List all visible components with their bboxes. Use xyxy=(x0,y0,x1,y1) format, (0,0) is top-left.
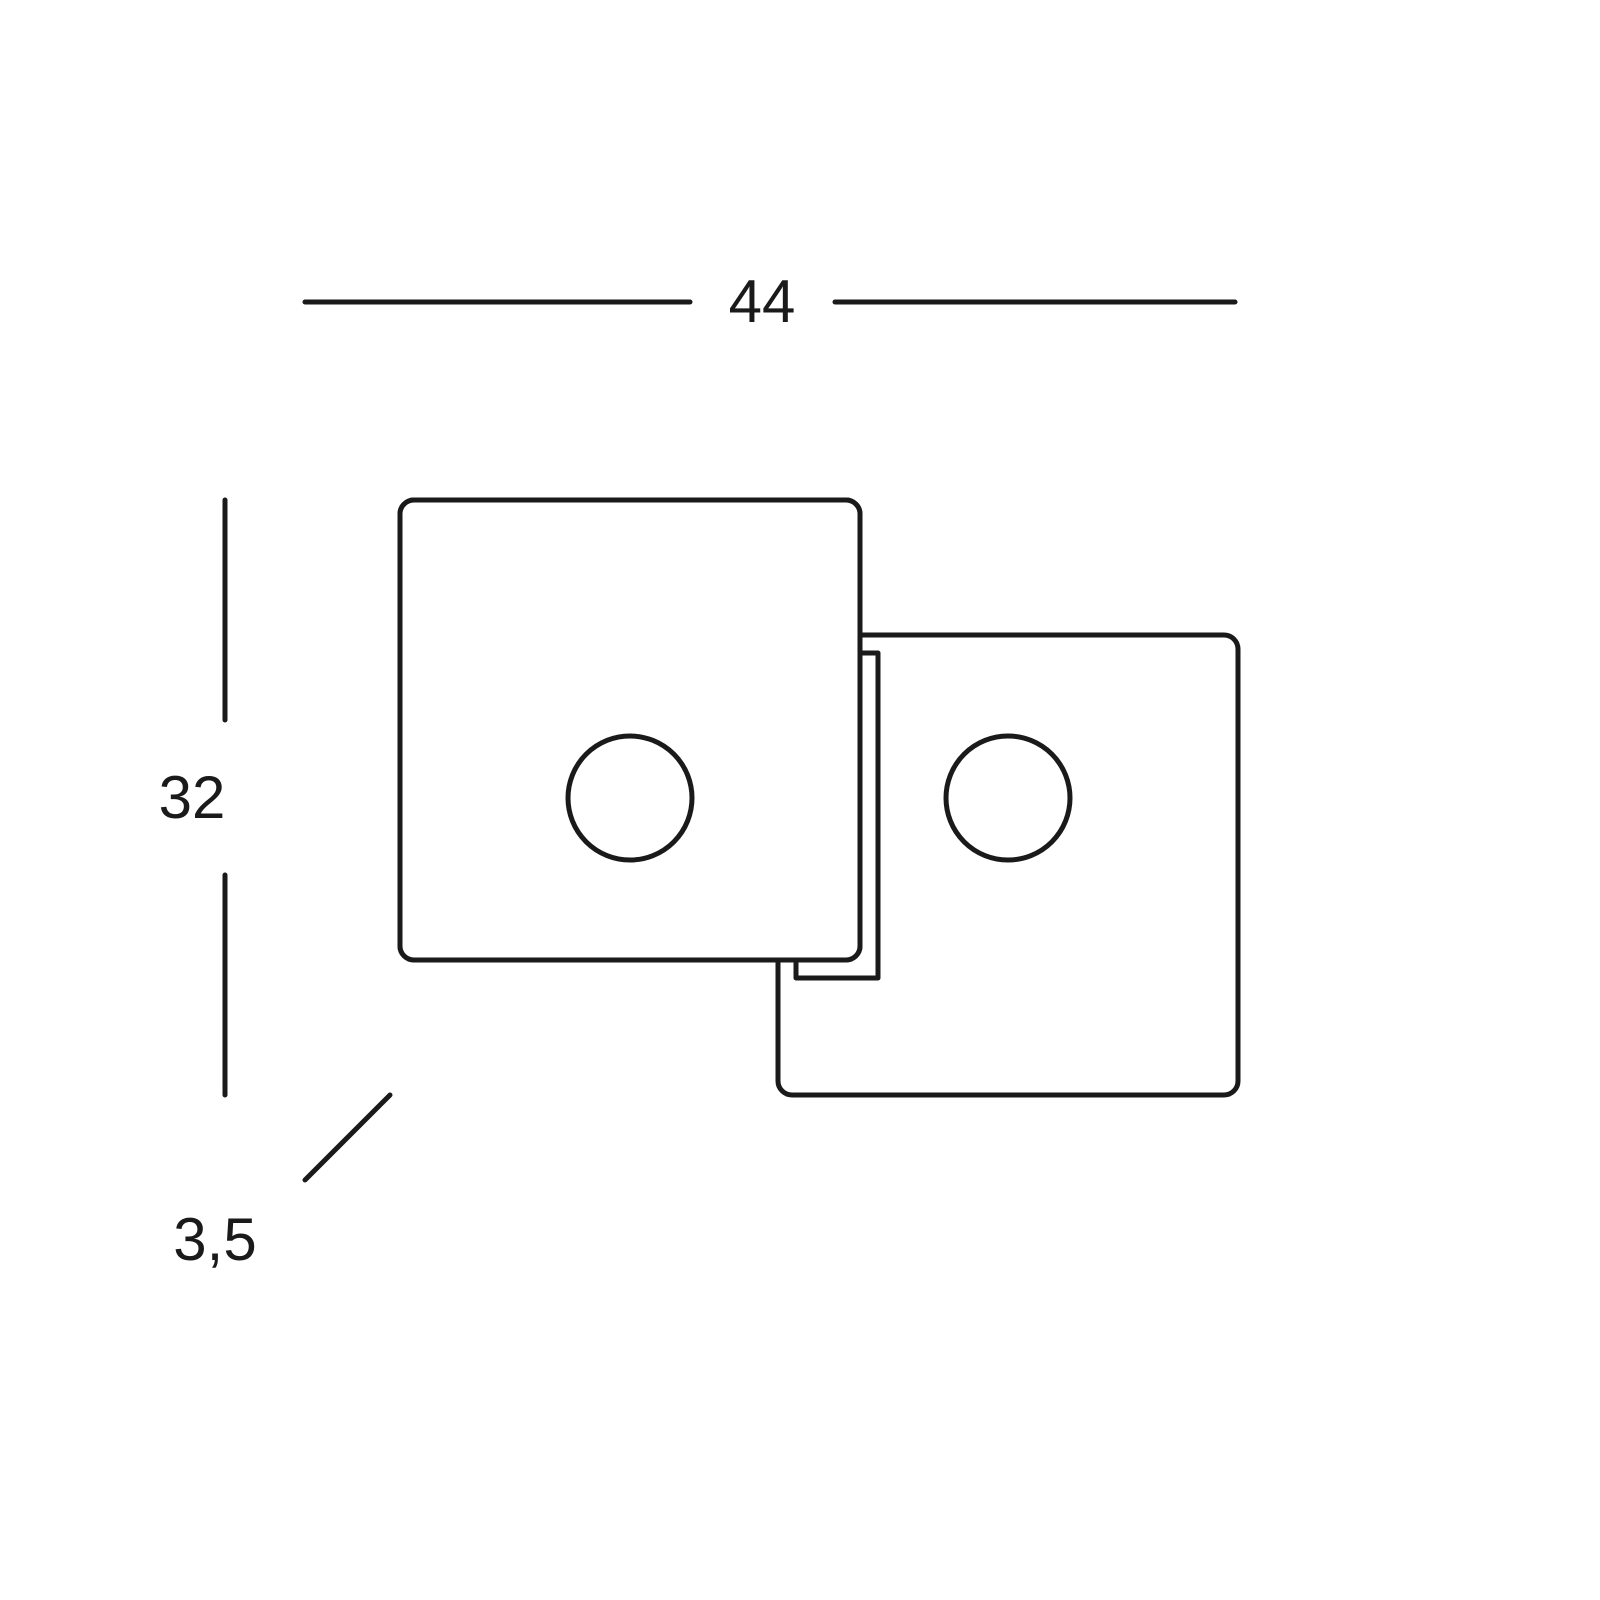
dim-height-label: 32 xyxy=(159,764,226,831)
dim-depth-line xyxy=(305,1095,390,1180)
hole-right xyxy=(946,736,1070,860)
dim-width-label: 44 xyxy=(729,268,796,335)
dim-depth-label: 3,5 xyxy=(173,1206,256,1273)
technical-drawing: 44 32 3,5 xyxy=(0,0,1600,1600)
panel-left-front xyxy=(400,500,860,960)
